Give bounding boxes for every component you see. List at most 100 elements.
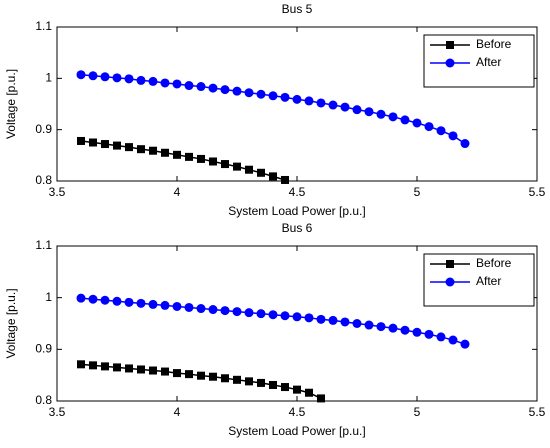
marker [124, 74, 134, 84]
marker [256, 89, 266, 99]
x-tick-label: 5.5 [529, 185, 546, 199]
x-tick-label: 5.5 [529, 405, 546, 419]
marker [281, 175, 289, 184]
marker [304, 96, 314, 106]
marker [257, 168, 265, 177]
marker [89, 361, 97, 370]
marker [256, 309, 266, 319]
marker [400, 115, 410, 125]
marker [317, 394, 325, 403]
marker [232, 86, 242, 96]
marker [436, 126, 446, 136]
y-tick-label: 1 [45, 71, 52, 85]
x-tick-label: 4.5 [289, 405, 306, 419]
marker [292, 312, 302, 322]
marker [148, 299, 158, 309]
marker [77, 360, 85, 369]
legend-marker [445, 58, 455, 68]
legend-marker [445, 277, 455, 287]
marker [340, 317, 350, 327]
marker [388, 112, 398, 122]
marker [196, 82, 206, 92]
marker [89, 138, 97, 147]
marker [88, 294, 98, 304]
legend-label: Before [476, 37, 512, 51]
legend-box [423, 253, 535, 307]
marker [136, 298, 146, 308]
marker [173, 150, 181, 159]
marker [292, 94, 302, 104]
marker [208, 305, 218, 315]
y-tick-label: 1.1 [35, 238, 52, 252]
x-tick-label: 4 [174, 185, 181, 199]
marker [460, 339, 470, 349]
y-axis-label: Voltage [p.u.] [4, 69, 18, 139]
marker [328, 100, 338, 110]
marker [352, 105, 362, 115]
marker [149, 146, 157, 155]
marker [221, 374, 229, 383]
marker [160, 300, 170, 310]
marker [269, 380, 277, 389]
y-tick-label: 1 [45, 290, 52, 304]
marker [460, 139, 470, 149]
legend-marker [446, 260, 454, 268]
marker [280, 311, 290, 321]
marker [100, 72, 110, 82]
marker [304, 313, 314, 323]
marker [412, 327, 422, 337]
marker [185, 370, 193, 379]
x-axis-label: System Load Power [p.u.] [228, 424, 365, 438]
marker [244, 308, 254, 318]
marker [328, 315, 338, 325]
marker [101, 140, 109, 149]
marker [376, 109, 386, 119]
marker [412, 118, 422, 128]
marker [268, 91, 278, 101]
x-axis-label: System Load Power [p.u.] [228, 204, 365, 218]
marker [137, 365, 145, 374]
x-tick-label: 5 [414, 185, 421, 199]
marker [388, 323, 398, 333]
marker [148, 76, 158, 86]
marker [137, 145, 145, 154]
marker [149, 366, 157, 375]
marker [436, 332, 446, 342]
y-tick-label: 1.1 [35, 19, 52, 33]
marker [233, 375, 241, 384]
x-tick-label: 3.5 [49, 405, 66, 419]
marker [197, 154, 205, 163]
marker [113, 363, 121, 372]
marker [125, 143, 133, 152]
marker [316, 314, 326, 324]
chart-title: Bus 5 [282, 2, 313, 16]
legend-marker [446, 41, 454, 49]
marker [101, 362, 109, 371]
x-tick-label: 4 [174, 405, 181, 419]
marker [232, 307, 242, 317]
marker [125, 364, 133, 373]
marker [424, 122, 434, 132]
legend-label: Before [476, 256, 512, 270]
marker [209, 372, 217, 381]
marker [316, 98, 326, 108]
marker [245, 377, 253, 386]
marker [245, 165, 253, 174]
marker [208, 83, 218, 93]
y-tick-label: 0.8 [35, 393, 52, 407]
marker [257, 378, 265, 387]
marker [364, 320, 374, 330]
legend-label: After [476, 274, 501, 288]
x-tick-label: 4.5 [289, 185, 306, 199]
marker [244, 88, 254, 98]
legend-label: After [476, 55, 501, 69]
marker [352, 319, 362, 328]
marker [293, 385, 301, 394]
marker [220, 306, 230, 316]
marker [173, 369, 181, 378]
marker [161, 367, 169, 376]
marker [112, 73, 122, 83]
marker [400, 325, 410, 335]
marker [424, 329, 434, 339]
